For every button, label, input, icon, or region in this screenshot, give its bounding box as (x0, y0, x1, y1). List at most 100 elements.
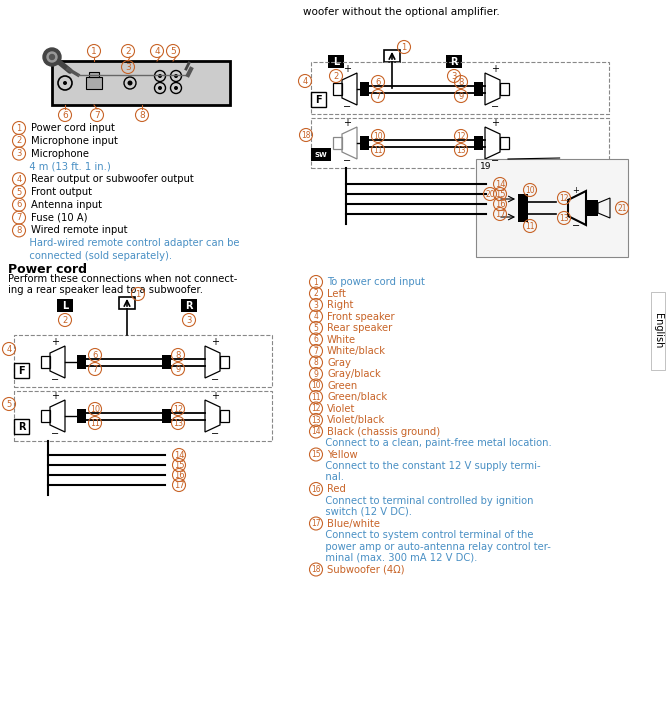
Bar (474, 136, 483, 150)
Text: Connect to terminal controlled by ignition: Connect to terminal controlled by igniti… (316, 495, 534, 505)
Text: 16: 16 (495, 199, 505, 209)
Text: 7: 7 (92, 365, 98, 373)
Text: 6: 6 (375, 78, 381, 86)
Text: 10: 10 (90, 405, 100, 413)
Text: Front speaker: Front speaker (327, 312, 395, 321)
Text: 12: 12 (173, 405, 183, 413)
Text: ing a rear speaker lead to a subwoofer.: ing a rear speaker lead to a subwoofer. (8, 285, 203, 295)
Text: 5: 5 (313, 323, 319, 333)
Circle shape (128, 80, 132, 86)
Text: 1: 1 (136, 289, 141, 299)
Text: White: White (327, 334, 356, 344)
Text: 3: 3 (313, 300, 319, 310)
Text: 3: 3 (125, 62, 131, 72)
Text: 13: 13 (559, 213, 569, 223)
Bar (57, 299, 73, 312)
Text: 9: 9 (313, 370, 319, 378)
Bar (384, 50, 400, 62)
Text: L: L (62, 300, 68, 310)
Text: 4: 4 (313, 312, 319, 321)
Text: 17: 17 (495, 210, 505, 218)
Text: Connect to system control terminal of the: Connect to system control terminal of th… (316, 530, 534, 540)
Text: −: − (572, 221, 580, 231)
Text: Green/black: Green/black (327, 392, 387, 402)
Text: R: R (450, 57, 458, 67)
Circle shape (63, 81, 67, 85)
Text: 16: 16 (174, 471, 184, 479)
Text: 11: 11 (311, 392, 321, 402)
Text: 4: 4 (7, 344, 11, 354)
Text: Gray/black: Gray/black (327, 369, 381, 379)
Circle shape (49, 54, 55, 59)
Text: 3: 3 (186, 315, 192, 325)
Text: 15: 15 (495, 189, 505, 199)
Circle shape (158, 74, 162, 78)
Text: Left: Left (327, 289, 346, 299)
Text: English: English (653, 313, 663, 349)
Text: 8: 8 (16, 226, 21, 235)
Bar (333, 83, 342, 95)
Text: +: + (211, 391, 219, 401)
Text: 10: 10 (373, 131, 383, 141)
Text: +: + (211, 337, 219, 347)
Bar (311, 62, 609, 114)
Text: 4 m (13 ft. 1 in.): 4 m (13 ft. 1 in.) (20, 162, 111, 171)
Text: 6: 6 (92, 350, 98, 360)
Text: Subwoofer (4Ω): Subwoofer (4Ω) (327, 565, 405, 574)
Text: 2: 2 (17, 136, 21, 145)
Text: White/black: White/black (327, 346, 386, 356)
Text: 19: 19 (480, 162, 492, 171)
Bar (518, 194, 528, 222)
Text: SW: SW (315, 152, 327, 157)
Text: 14: 14 (174, 450, 184, 460)
Text: 6: 6 (16, 200, 21, 210)
Text: 8: 8 (313, 358, 319, 367)
Text: 2: 2 (333, 72, 339, 80)
Bar (14, 391, 272, 441)
Bar (651, 292, 665, 370)
Text: connected (sold separately).: connected (sold separately). (20, 251, 172, 261)
Text: −: − (343, 102, 351, 112)
Text: −: − (51, 429, 59, 439)
Text: 11: 11 (90, 418, 100, 428)
Bar (360, 82, 369, 96)
Bar (328, 55, 344, 68)
Text: F: F (18, 365, 25, 376)
Text: Antenna input: Antenna input (31, 200, 102, 210)
Text: 1: 1 (91, 46, 97, 56)
Text: +: + (491, 118, 499, 128)
Text: 1: 1 (401, 43, 407, 51)
Text: 21: 21 (617, 204, 627, 212)
Text: 20: 20 (485, 189, 495, 199)
Bar (500, 137, 509, 149)
Text: 12: 12 (559, 194, 568, 202)
Text: L: L (333, 57, 339, 67)
Text: +: + (51, 391, 59, 401)
Bar (14, 335, 272, 387)
Text: 4: 4 (154, 46, 160, 56)
Text: Rear speaker: Rear speaker (327, 323, 392, 333)
Text: 7: 7 (313, 347, 319, 355)
Text: −: − (211, 429, 219, 439)
Text: Microphone input: Microphone input (31, 136, 118, 146)
Bar (220, 410, 229, 422)
Text: 1: 1 (17, 123, 21, 133)
Bar (41, 356, 50, 368)
Text: −: − (491, 102, 499, 112)
Text: 2: 2 (313, 289, 319, 298)
Text: 11: 11 (373, 146, 383, 154)
Text: 14: 14 (311, 427, 321, 436)
Text: −: − (211, 375, 219, 385)
Bar (89, 72, 99, 77)
Text: 8: 8 (139, 110, 145, 120)
Text: 14: 14 (495, 180, 505, 189)
Text: 2: 2 (125, 46, 131, 56)
Text: 17: 17 (174, 481, 184, 489)
Text: Connect to a clean, paint-free metal location.: Connect to a clean, paint-free metal loc… (316, 438, 552, 448)
Text: 15: 15 (174, 460, 184, 470)
Text: Yellow: Yellow (327, 450, 357, 460)
Text: 4: 4 (17, 175, 21, 183)
Bar (119, 297, 135, 309)
Bar (181, 299, 197, 312)
Bar (41, 410, 50, 422)
